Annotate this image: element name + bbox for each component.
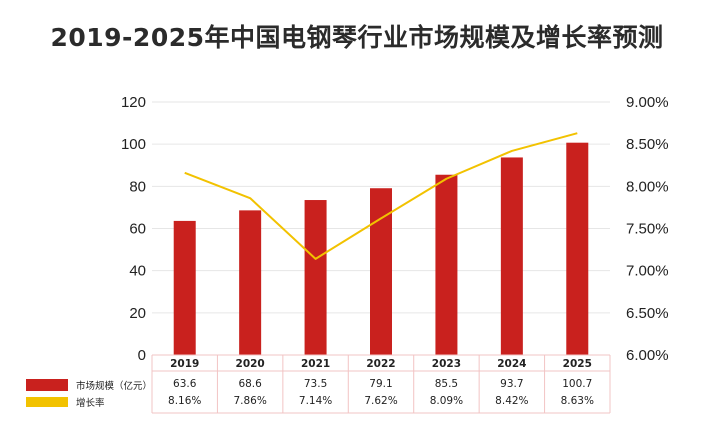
growth-rate-value-2024: 8.42% [495, 395, 528, 407]
category-label-2025: 2025 [563, 358, 592, 370]
right-tick-label: 7.50% [626, 221, 669, 238]
market-size-value-2024: 93.7 [500, 378, 523, 390]
chart-title: 2019-2025年中国电钢琴行业市场规模及增长率预测 [50, 23, 664, 52]
market-size-value-2020: 68.6 [238, 378, 262, 390]
market-size-value-2021: 73.5 [304, 378, 327, 390]
left-tick-label: 0 [138, 347, 146, 364]
left-tick-label: 80 [129, 178, 146, 195]
growth-rate-value-2020: 7.86% [233, 395, 266, 407]
legend-label-market-size: 市场规模（亿元） [76, 380, 152, 392]
bar-2019 [173, 220, 196, 355]
left-tick-label: 20 [129, 305, 146, 322]
left-tick-label: 60 [129, 221, 146, 238]
right-tick-label: 8.50% [626, 136, 669, 153]
bar-2025 [566, 142, 589, 355]
bar-2022 [370, 188, 392, 355]
left-tick-label: 40 [129, 263, 146, 280]
bar-series [173, 142, 589, 355]
market-size-value-2023: 85.5 [435, 378, 458, 390]
legend-swatch-growth-rate [26, 397, 68, 407]
data-table: 2019 63.6 8.16% 2020 68.6 7.86% 2021 73.5 7.14% 2… [151, 354, 611, 414]
growth-rate-value-2021: 7.14% [299, 395, 332, 407]
legend: 市场规模（亿元） 增长率 [26, 379, 152, 409]
bar-2023 [435, 174, 458, 355]
left-axis: 0 20 40 60 80 100 120 [121, 94, 146, 364]
right-tick-label: 9.00% [626, 94, 669, 111]
market-size-value-2022: 79.1 [369, 378, 392, 390]
growth-rate-line [184, 132, 578, 260]
category-label-2021: 2021 [301, 358, 330, 370]
category-label-2022: 2022 [366, 358, 395, 370]
growth-rate-value-2022: 7.62% [364, 395, 397, 407]
right-axis: 6.00% 6.50% 7.00% 7.50% 8.00% 8.50% 9.00% [626, 94, 669, 364]
category-label-2023: 2023 [432, 358, 461, 370]
growth-rate-value-2023: 8.09% [430, 395, 463, 407]
right-tick-label: 8.00% [626, 178, 669, 195]
line-series [184, 132, 578, 260]
category-label-2019: 2019 [170, 358, 199, 370]
category-label-2020: 2020 [236, 358, 265, 370]
right-tick-label: 6.00% [626, 347, 669, 364]
bar-2020 [239, 210, 262, 355]
market-size-value-2019: 63.6 [173, 378, 197, 390]
growth-rate-value-2019: 8.16% [168, 395, 201, 407]
category-label-2024: 2024 [497, 358, 526, 370]
market-size-value-2025: 100.7 [562, 378, 592, 390]
left-tick-label: 100 [121, 136, 146, 153]
left-tick-label: 120 [121, 94, 146, 111]
growth-rate-value-2025: 8.63% [561, 395, 594, 407]
legend-swatch-market-size [26, 379, 68, 391]
bar-2024 [500, 157, 523, 355]
bar-2021 [304, 200, 327, 355]
right-tick-label: 7.00% [626, 263, 669, 280]
legend-label-growth-rate: 增长率 [76, 397, 105, 409]
right-tick-label: 6.50% [626, 305, 669, 322]
